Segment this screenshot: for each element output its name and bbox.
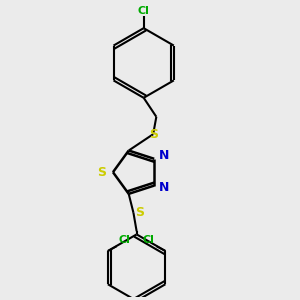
Text: S: S [149, 128, 158, 141]
Text: Cl: Cl [142, 235, 154, 245]
Text: S: S [97, 166, 106, 179]
Text: Cl: Cl [119, 235, 131, 245]
Text: S: S [135, 206, 144, 219]
Text: Cl: Cl [138, 5, 150, 16]
Text: N: N [159, 181, 170, 194]
Text: N: N [159, 149, 170, 162]
